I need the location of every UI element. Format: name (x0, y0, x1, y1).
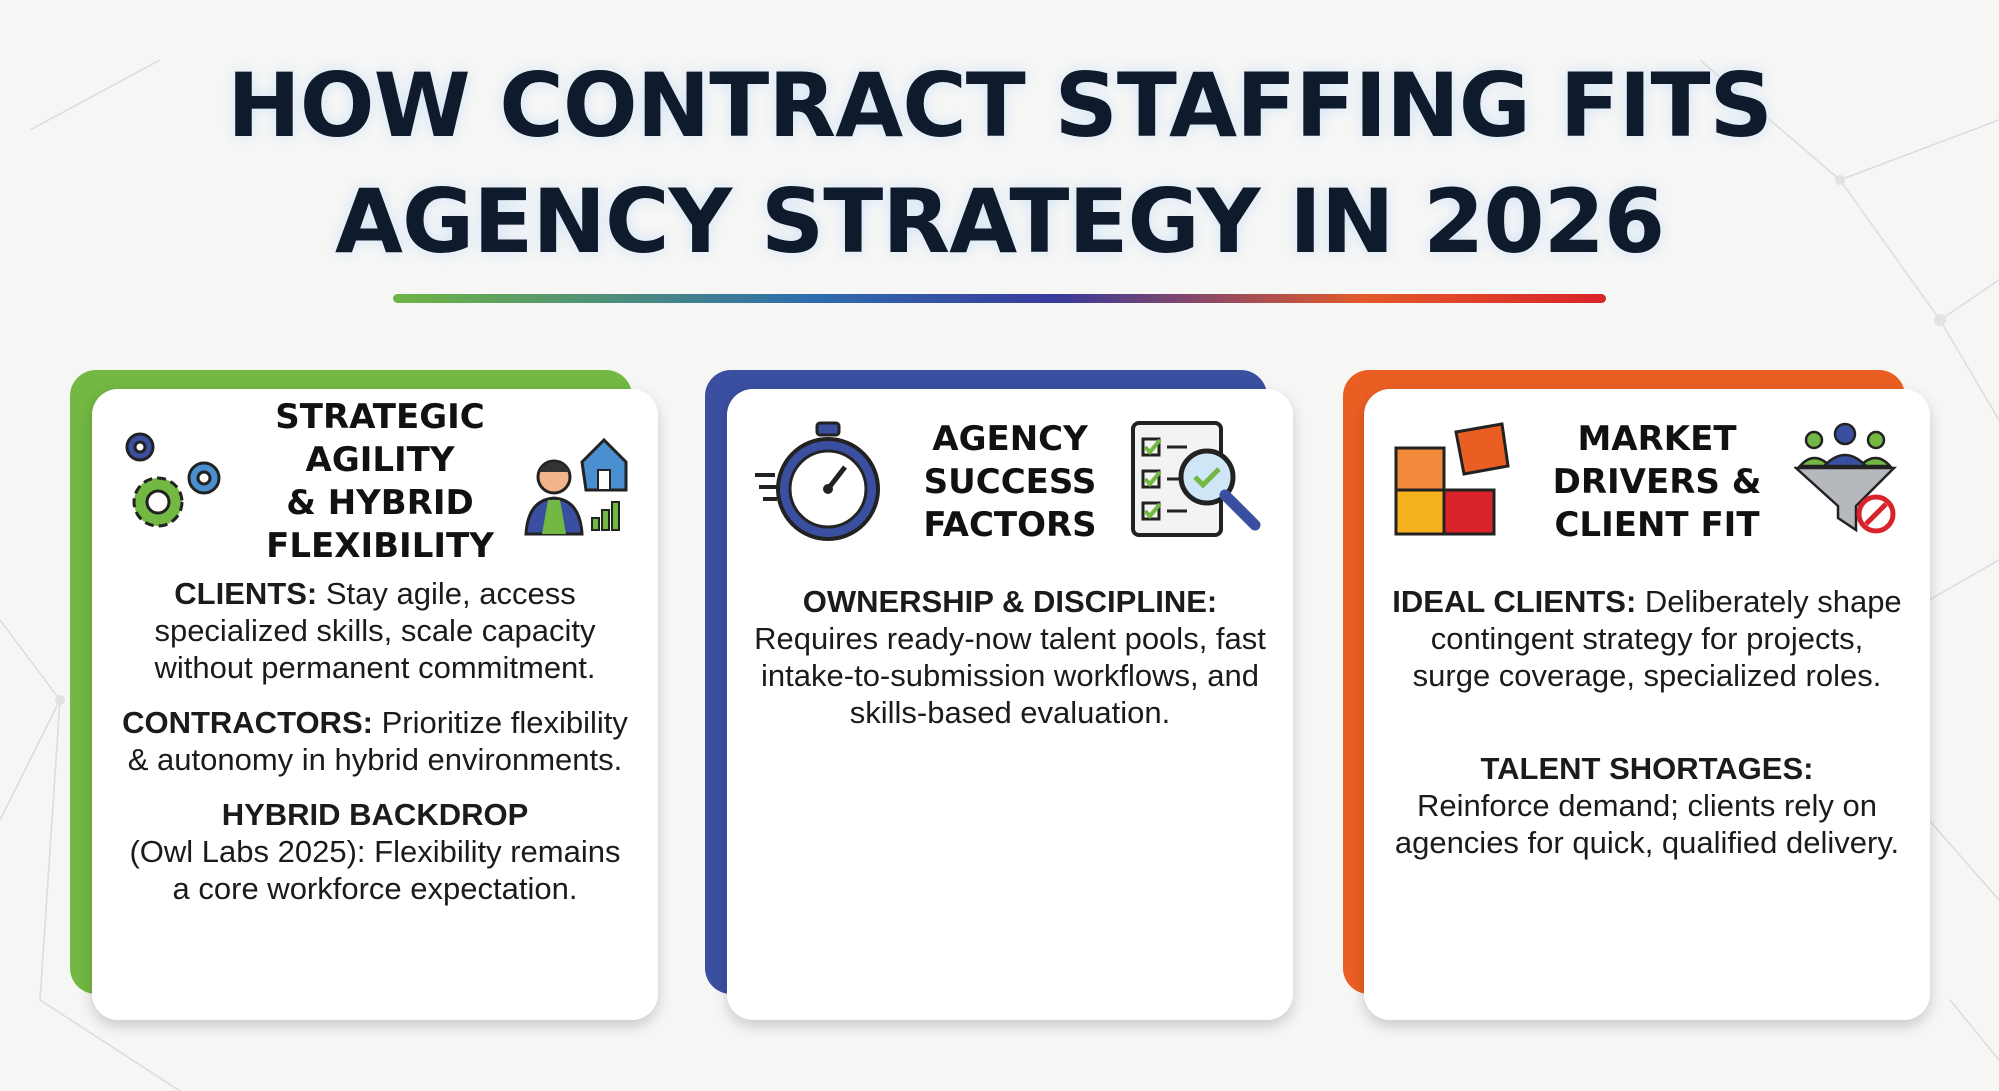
title-line-1: HOW CONTRACT STAFFING FITS (227, 54, 1773, 157)
checklist-magnifier-icon (1131, 421, 1261, 537)
talent-shortages-item: TALENT SHORTAGES: Reinforce demand; clien… (1394, 751, 1900, 860)
card-heading: MARKET DRIVERS & CLIENT FIT (1552, 418, 1762, 545)
ownership-discipline-item: OWNERSHIP & DISCIPLINE: Requires ready-no… (754, 584, 1266, 730)
puzzle-icon (1394, 422, 1510, 536)
gradient-divider (393, 294, 1606, 303)
title-line-2: AGENCY STRATEGY IN 2026 (334, 170, 1665, 273)
stopwatch-icon (755, 421, 880, 541)
card-heading: AGENCY SUCCESS FACTORS (923, 418, 1097, 545)
ideal-clients-item: IDEAL CLIENTS: Deliberately shape contin… (1392, 584, 1902, 693)
hybrid-backdrop-item: HYBRID BACKDROP (Owl Labs 2025): Flexibil… (129, 797, 621, 906)
card-agency-success: AGENCY SUCCESS FACTORS OWNERSHIP & DISCIPL… (727, 389, 1293, 1020)
card-heading: STRATEGIC AGILITY & HYBRID FLEXIBILITY (266, 397, 494, 566)
card-market-drivers: MARKET DRIVERS & CLIENT FIT IDEAL CLIENTS:… (1364, 389, 1930, 1020)
people-funnel-icon (1794, 422, 1898, 534)
remote-worker-house-icon (524, 437, 628, 536)
clients-item: CLIENTS: Stay agile, access specialized … (154, 576, 596, 685)
gears-icon (125, 432, 221, 528)
contractors-item: CONTRACTORS: Prioritize flexibility & au… (122, 705, 628, 777)
page-title: HOW CONTRACT STAFFING FITS AGENCY STRATE… (0, 48, 1999, 280)
card-strategic-agility: STRATEGIC AGILITY & HYBRID FLEXIBILITY CLI… (92, 389, 658, 1020)
